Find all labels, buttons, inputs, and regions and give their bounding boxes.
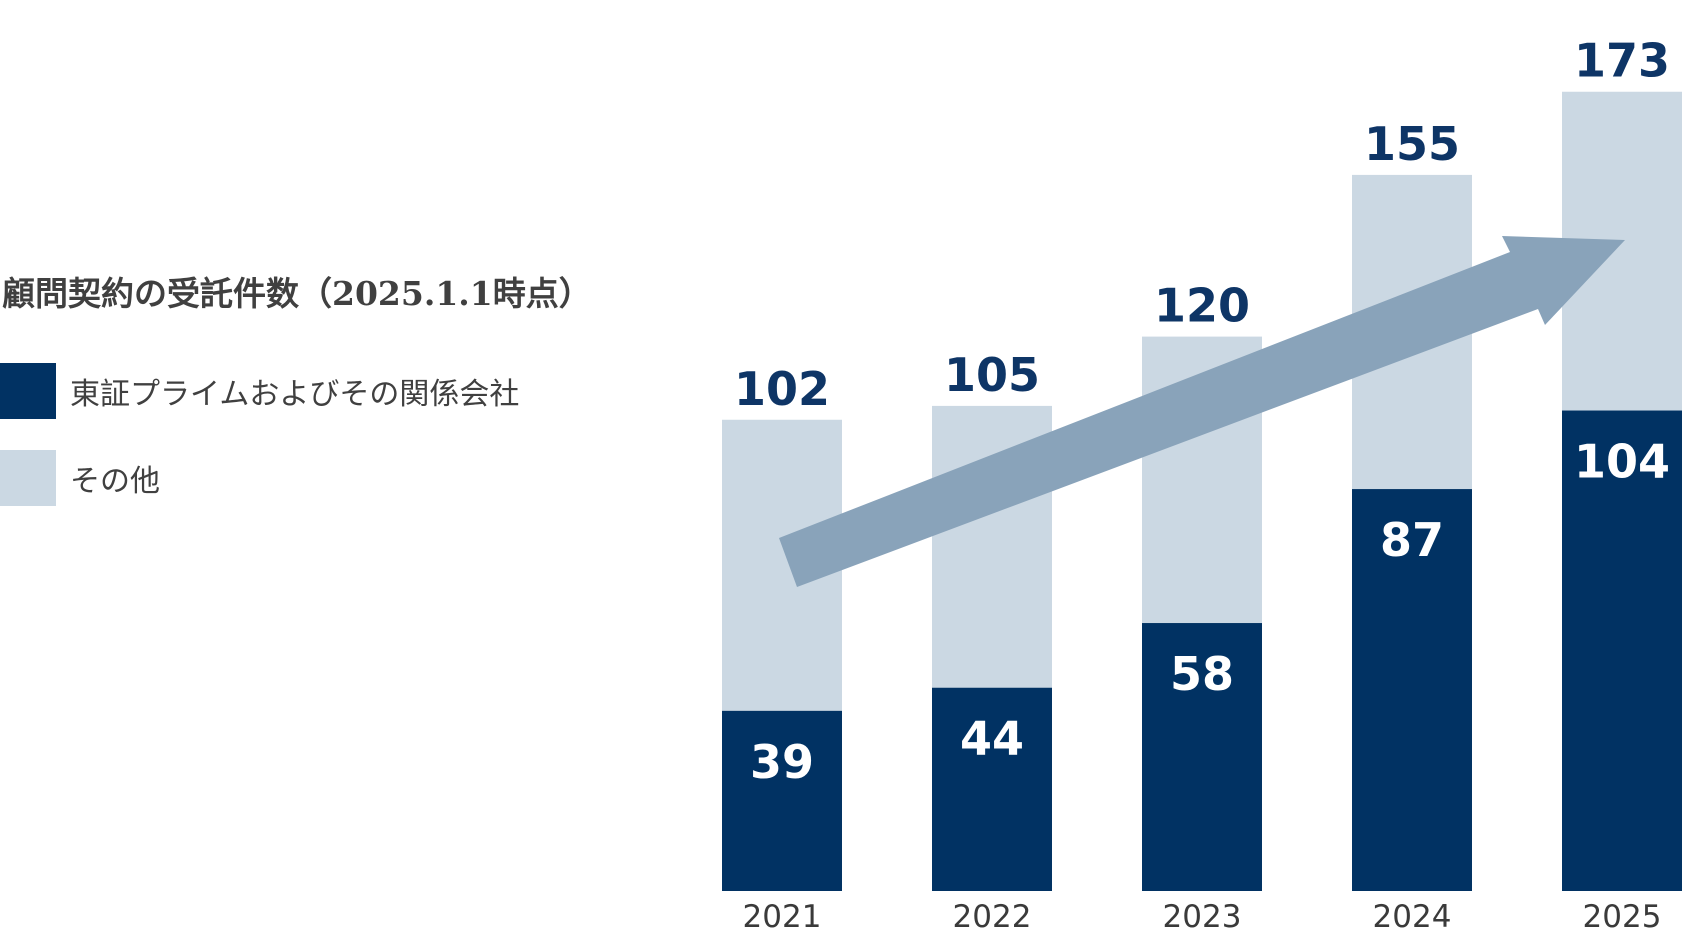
total-label-2025: 173 <box>1574 34 1670 88</box>
total-label-2022: 105 <box>944 348 1040 402</box>
bars <box>722 91 1682 891</box>
total-label-2024: 155 <box>1364 117 1460 171</box>
data-label-listed-2021: 39 <box>750 735 814 789</box>
bar-listed-2023 <box>1142 623 1262 891</box>
legend-swatch-listed <box>0 363 56 419</box>
bar-listed-2022 <box>932 687 1052 891</box>
data-label-listed-2023: 58 <box>1170 647 1234 701</box>
bar-listed-2025 <box>1562 410 1682 891</box>
x-tick-label-2021: 2021 <box>743 899 822 935</box>
legend-item-other: その他 <box>0 449 160 507</box>
legend-label-other: その他 <box>70 464 160 499</box>
x-tick-label-2024: 2024 <box>1373 899 1452 935</box>
data-label-listed-2022: 44 <box>960 712 1024 766</box>
chart-title: 顧問契約の受託件数（2025.1.1時点） <box>2 274 592 313</box>
data-label-listed-2024: 87 <box>1380 513 1444 567</box>
legend-swatch-other <box>0 450 56 506</box>
x-tick-label-2023: 2023 <box>1163 899 1242 935</box>
x-tick-label-2025: 2025 <box>1583 899 1662 935</box>
x-tick-label-2022: 2022 <box>953 899 1032 935</box>
total-label-2023: 120 <box>1154 279 1250 333</box>
legend-item-listed: 東証プライムおよびその関係会社 <box>0 362 519 420</box>
labels: 39 102 2021 44 105 2022 58 120 2023 87 155 2024 104 1… <box>734 34 1670 935</box>
total-label-2021: 102 <box>734 362 830 416</box>
bar-listed-2021 <box>722 710 842 891</box>
bar-listed-2024 <box>1352 489 1472 891</box>
data-label-listed-2025: 104 <box>1574 435 1670 489</box>
trend-arrow <box>779 236 1625 587</box>
legend-label-listed: 東証プライムおよびその関係会社 <box>70 377 520 412</box>
